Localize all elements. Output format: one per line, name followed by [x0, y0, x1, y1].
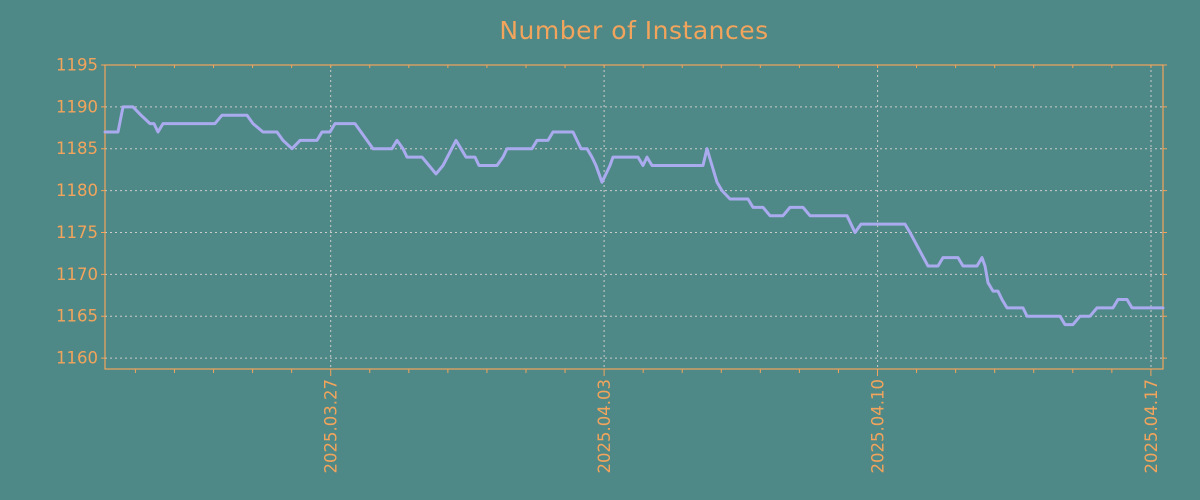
chart-title: Number of Instances	[499, 16, 769, 45]
y-tick-label: 1165	[56, 307, 98, 326]
x-tick-label: 2025.04.17	[1142, 379, 1161, 473]
x-tick-label: 2025.03.27	[322, 379, 341, 473]
y-tick-label: 1195	[56, 56, 98, 75]
y-tick-label: 1170	[56, 265, 98, 284]
plot-frame	[104, 64, 1164, 370]
x-tick-label: 2025.04.03	[595, 379, 614, 473]
y-tick-label: 1175	[56, 223, 98, 242]
y-tick-label: 1180	[56, 181, 98, 200]
y-tick-label: 1185	[56, 139, 98, 158]
x-tick-label: 2025.04.10	[869, 379, 888, 473]
data-line-instances	[103, 105, 1165, 327]
y-tick-label: 1160	[56, 349, 98, 368]
y-tick-label: 1190	[56, 97, 98, 116]
